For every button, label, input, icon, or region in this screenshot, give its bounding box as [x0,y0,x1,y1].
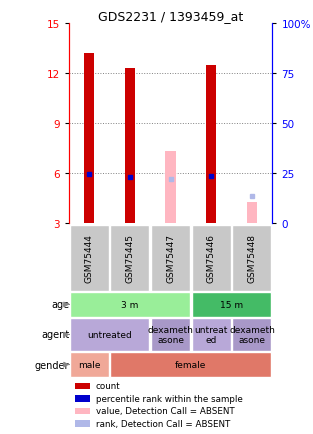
Text: age: age [51,300,69,310]
Text: percentile rank within the sample: percentile rank within the sample [95,394,242,403]
Bar [166,152,176,224]
Bar [110,225,149,291]
Text: gender: gender [35,360,69,370]
Text: agent: agent [41,330,69,340]
Bar [192,319,231,351]
Bar [110,352,271,377]
Text: GSM75446: GSM75446 [207,233,216,282]
Bar [70,225,109,291]
Bar [151,319,190,351]
Text: GSM75448: GSM75448 [248,233,256,282]
Bar [125,69,135,224]
Bar [70,352,109,377]
Bar [75,420,90,427]
Text: GSM75444: GSM75444 [85,233,94,282]
Bar [192,292,271,317]
Bar [70,292,190,317]
Bar [75,408,90,414]
Bar [75,383,90,389]
Bar [233,225,271,291]
Text: female: female [175,360,207,369]
Bar [70,319,149,351]
Text: 15 m: 15 m [220,300,243,309]
Title: GDS2231 / 1393459_at: GDS2231 / 1393459_at [98,10,243,23]
Text: GSM75445: GSM75445 [126,233,134,282]
Bar [151,225,190,291]
Bar [206,66,216,224]
Bar [84,54,94,224]
Text: GSM75447: GSM75447 [166,233,175,282]
Text: rank, Detection Call = ABSENT: rank, Detection Call = ABSENT [95,419,230,428]
Text: untreated: untreated [87,330,132,339]
Text: value, Detection Call = ABSENT: value, Detection Call = ABSENT [95,407,234,415]
Text: dexameth
asone: dexameth asone [229,326,275,344]
Bar [233,319,271,351]
Text: male: male [78,360,100,369]
Bar [75,395,90,402]
Text: untreat
ed: untreat ed [195,326,228,344]
Text: count: count [95,381,120,391]
Bar [247,202,257,224]
Text: 3 m: 3 m [121,300,139,309]
Text: dexameth
asone: dexameth asone [148,326,193,344]
Bar [192,225,231,291]
